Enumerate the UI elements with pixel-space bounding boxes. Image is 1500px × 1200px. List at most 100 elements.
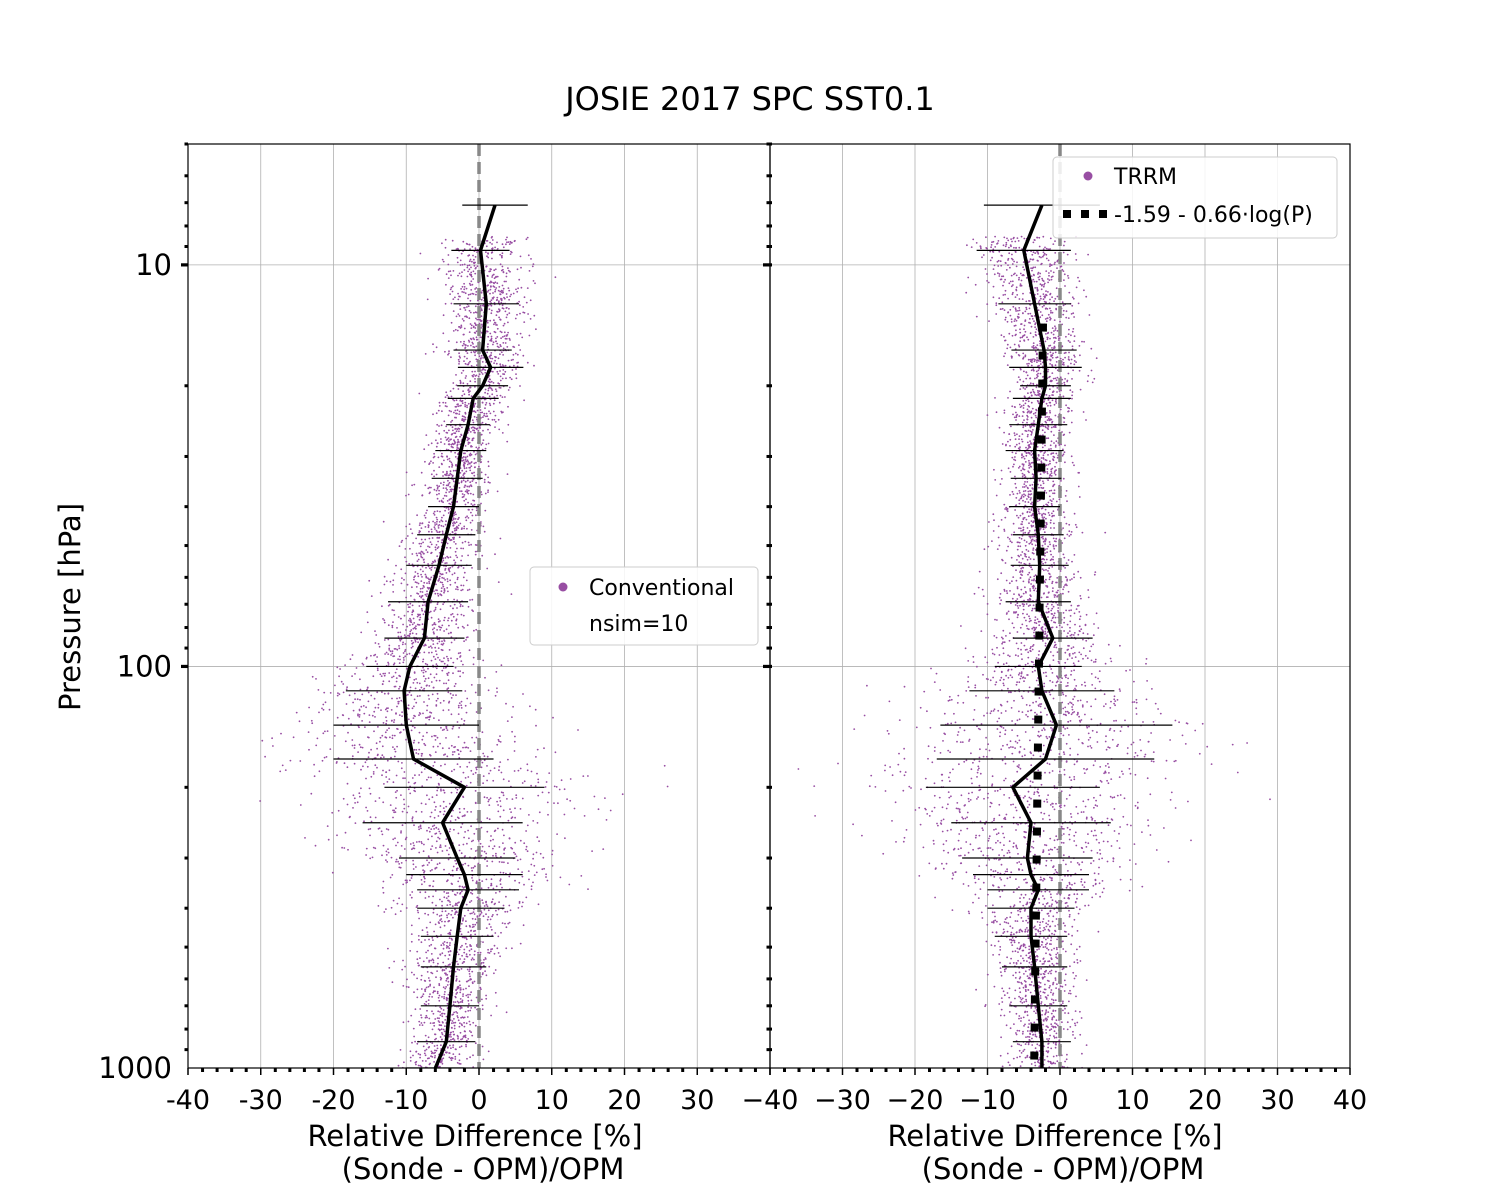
scatter-point — [1028, 362, 1030, 365]
scatter-point — [396, 902, 399, 905]
scatter-point — [475, 996, 478, 999]
scatter-point — [395, 774, 398, 777]
scatter-point — [422, 613, 425, 616]
scatter-point — [463, 723, 465, 725]
scatter-point — [482, 961, 485, 964]
scatter-point — [500, 299, 503, 302]
scatter-point — [443, 997, 445, 1000]
scatter-point — [432, 880, 435, 882]
scatter-point — [413, 678, 416, 681]
scatter-point — [382, 886, 384, 889]
scatter-point — [430, 543, 433, 546]
scatter-point — [423, 870, 426, 873]
scatter-point — [497, 738, 500, 741]
scatter-point — [422, 658, 425, 661]
scatter-point — [1026, 448, 1029, 450]
scatter-point — [418, 392, 421, 395]
scatter-point — [1075, 844, 1078, 847]
scatter-point — [508, 289, 511, 292]
scatter-point — [991, 784, 993, 787]
scatter-point — [1012, 803, 1014, 806]
scatter-point — [434, 623, 437, 626]
scatter-point — [385, 722, 387, 725]
scatter-point — [419, 545, 422, 548]
scatter-point — [487, 343, 489, 345]
scatter-point — [465, 955, 468, 958]
scatter-point — [370, 748, 372, 751]
scatter-point — [433, 761, 436, 764]
scatter-point — [471, 598, 474, 601]
scatter-point — [470, 684, 473, 686]
scatter-point — [398, 866, 401, 869]
scatter-point — [514, 239, 516, 242]
scatter-point — [474, 288, 476, 290]
scatter-point — [494, 969, 497, 971]
scatter-point — [503, 373, 506, 376]
scatter-point — [519, 942, 522, 945]
scatter-point — [392, 655, 395, 658]
scatter-point — [411, 553, 414, 555]
scatter-point — [502, 365, 505, 367]
scatter-point — [444, 845, 447, 847]
scatter-point — [434, 923, 437, 926]
scatter-point — [477, 951, 479, 954]
scatter-point — [461, 493, 464, 495]
scatter-point — [446, 455, 448, 458]
scatter-point — [424, 1016, 427, 1019]
scatter-point — [416, 977, 418, 980]
scatter-point — [416, 554, 419, 557]
scatter-point — [1014, 438, 1017, 441]
scatter-point — [461, 1001, 464, 1003]
scatter-point — [460, 324, 463, 327]
scatter-point — [455, 341, 458, 344]
scatter-point — [445, 448, 448, 451]
scatter-point — [477, 1001, 480, 1004]
scatter-point — [461, 605, 464, 607]
scatter-point — [498, 861, 501, 863]
scatter-point — [408, 619, 410, 622]
scatter-point — [464, 412, 467, 415]
scatter-point — [398, 662, 401, 664]
scatter-point — [318, 711, 320, 714]
scatter-point — [445, 897, 448, 899]
scatter-point — [503, 834, 505, 837]
scatter-point — [507, 269, 510, 272]
scatter-point — [505, 275, 508, 278]
scatter-point — [441, 242, 443, 245]
scatter-point — [483, 908, 486, 911]
scatter-point — [455, 416, 457, 419]
scatter-point — [388, 967, 391, 969]
scatter-point — [496, 282, 499, 285]
scatter-point — [886, 730, 889, 732]
scatter-point — [454, 561, 457, 564]
scatter-point — [1006, 592, 1009, 595]
scatter-point — [369, 828, 372, 830]
scatter-point — [428, 945, 431, 947]
scatter-point — [416, 958, 419, 961]
scatter-point — [420, 573, 422, 576]
scatter-point — [492, 297, 494, 300]
scatter-point — [418, 595, 421, 598]
scatter-point — [440, 789, 442, 792]
scatter-point — [466, 697, 469, 700]
scatter-point — [465, 746, 468, 749]
scatter-point — [440, 1044, 442, 1047]
scatter-point — [464, 862, 467, 865]
scatter-point — [1032, 241, 1035, 244]
scatter-point — [446, 914, 448, 917]
scatter-point — [495, 671, 498, 673]
scatter-point — [423, 561, 426, 564]
scatter-point — [482, 1058, 485, 1061]
scatter-point — [307, 731, 310, 733]
scatter-point — [362, 765, 364, 768]
scatter-point — [501, 243, 504, 246]
scatter-point — [977, 796, 979, 798]
scatter-point — [986, 603, 989, 605]
scatter-point — [404, 648, 407, 651]
scatter-point — [399, 658, 401, 661]
scatter-point — [528, 814, 530, 816]
scatter-point — [438, 1024, 441, 1026]
scatter-point — [444, 238, 447, 241]
scatter-point — [486, 860, 489, 862]
scatter-point — [439, 629, 442, 631]
